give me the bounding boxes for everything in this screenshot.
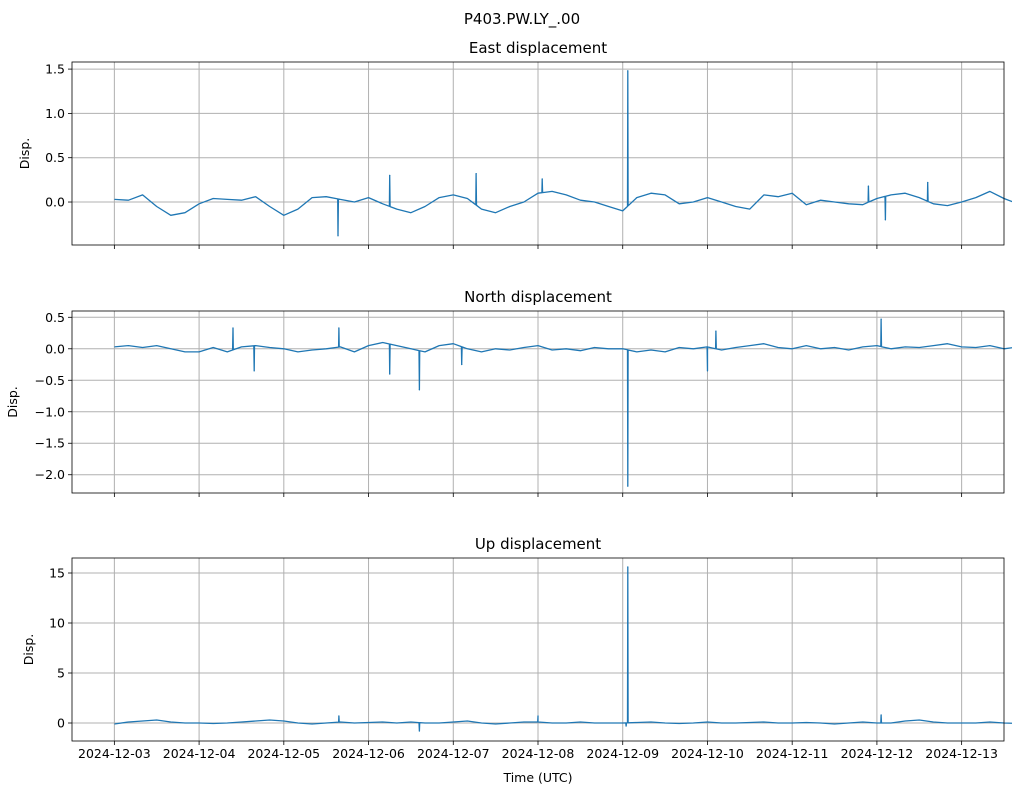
series-line <box>114 318 1012 487</box>
series-line <box>114 70 1012 237</box>
figure-suptitle: P403.PW.LY_.00 <box>464 10 580 29</box>
y-axis-label: Disp. <box>21 634 36 666</box>
x-axis-label: Time (UTC) <box>502 770 572 785</box>
panel-title: East displacement <box>469 39 607 57</box>
x-tick-label: 2024-12-03 <box>78 746 151 761</box>
spike-point <box>475 173 477 175</box>
axes-frame <box>71 557 1005 742</box>
spike-point <box>715 330 717 332</box>
spike-point <box>338 715 340 717</box>
y-tick-label: −1.5 <box>35 436 65 451</box>
x-tick-label: 2024-12-04 <box>163 746 236 761</box>
axes-frame <box>71 61 1005 246</box>
y-tick-label: 0.0 <box>45 341 65 356</box>
spike-point <box>232 327 234 329</box>
y-tick-label: 10 <box>49 616 65 631</box>
spike-point <box>461 363 463 366</box>
y-tick-label: 1.5 <box>45 62 65 77</box>
y-tick-label: 15 <box>49 566 65 581</box>
y-tick-label: −0.5 <box>35 373 65 388</box>
spike-point <box>389 174 391 177</box>
spike-point <box>880 318 882 320</box>
y-axis-label: Disp. <box>17 138 32 170</box>
spike-point <box>418 389 420 391</box>
y-tick-label: 0.5 <box>45 150 65 165</box>
x-tick-label: 2024-12-11 <box>756 746 829 761</box>
spike-point <box>927 181 929 184</box>
spike-point <box>253 370 255 372</box>
panel-north: −2.0 −1.5 −1.0 −0.5 0.0 0.5 North displacement… <box>5 288 1012 497</box>
x-tick-label: 2024-12-05 <box>247 746 320 761</box>
spike-point <box>625 725 627 727</box>
x-tick-label: 2024-12-10 <box>671 746 744 761</box>
spike-point <box>867 185 870 187</box>
spike-point <box>627 485 629 487</box>
y-tick-label: 0.0 <box>45 195 65 210</box>
spike-point <box>337 235 339 237</box>
spike-point <box>338 327 340 329</box>
x-tick-label: 2024-12-07 <box>417 746 490 761</box>
spike-point <box>627 566 629 568</box>
spike-point <box>706 370 709 372</box>
x-tick-label: 2024-12-09 <box>586 746 659 761</box>
panel-east: 0.0 0.5 1.0 1.5 East displacement Disp. <box>17 39 1012 249</box>
axes-frame <box>71 310 1005 494</box>
spike-point <box>389 373 391 375</box>
spike-point <box>880 714 882 716</box>
y-axis-label: Disp. <box>5 386 20 418</box>
spike-point <box>541 178 543 180</box>
x-tick-label: 2024-12-13 <box>925 746 998 761</box>
spike-point <box>537 715 539 717</box>
y-tick-label: −1.0 <box>35 404 65 419</box>
x-tick-label: 2024-12-06 <box>332 746 405 761</box>
y-tick-label: 1.0 <box>45 106 65 121</box>
panel-up: 2024-12-03 2024-12-04 2024-12-05 2024-12-06… <box>21 535 1012 761</box>
spike-point <box>884 219 886 221</box>
panel-title: Up displacement <box>475 535 601 553</box>
series-line <box>114 566 1012 732</box>
y-tick-label: 5 <box>57 666 65 681</box>
y-tick-label: −2.0 <box>35 467 65 482</box>
y-tick-label: 0 <box>57 716 65 731</box>
x-tick-label: 2024-12-08 <box>502 746 575 761</box>
y-tick-label: 0.5 <box>45 310 65 325</box>
spike-point <box>418 730 420 732</box>
x-tick-label: 2024-12-12 <box>841 746 914 761</box>
spike-point <box>627 70 629 72</box>
panel-title: North displacement <box>464 288 612 306</box>
